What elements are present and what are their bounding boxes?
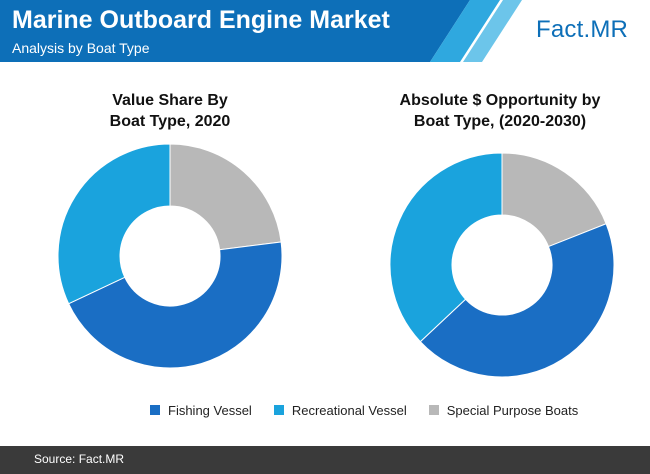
factmr-logo: Fact.MR <box>536 16 628 44</box>
chart-title-line: Boat Type, (2020-2030) <box>413 113 587 130</box>
chart-title-line: Value Share By <box>112 92 228 109</box>
legend-label: Fishing Vessel <box>168 402 252 418</box>
source-note: Source: Fact.MR <box>34 452 125 466</box>
banner-band <box>0 0 470 62</box>
header-banner: Marine Outboard Engine Market Analysis b… <box>0 0 650 62</box>
legend-label: Special Purpose Boats <box>446 402 579 418</box>
page-subtitle: Analysis by Boat Type <box>12 40 150 56</box>
legend-swatch <box>273 405 284 415</box>
chart-title-absolute-opportunity: Absolute $ Opportunity by Boat Type, (20… <box>360 90 640 132</box>
donut-chart-value-share <box>57 143 283 369</box>
legend-swatch <box>428 405 439 415</box>
donut-chart-absolute-opportunity <box>389 152 615 378</box>
donut-slice-fishing-vessel <box>419 223 615 378</box>
page-title: Marine Outboard Engine Market <box>12 6 390 34</box>
logo-suffix-text: .MR <box>583 16 629 43</box>
donut-slice-fishing-vessel <box>67 241 283 369</box>
banner-stripe-light <box>463 0 522 62</box>
legend-swatch <box>150 405 160 415</box>
donut-slice-special-purpose-boats <box>501 152 607 248</box>
chart-title-value-share: Value Share By Boat Type, 2020 <box>40 90 300 132</box>
legend-item-special-purpose-boats: Special Purpose Boats <box>428 402 579 418</box>
donut-slice-recreational-vessel <box>57 143 171 305</box>
logo-main-text: Fact <box>536 16 584 43</box>
legend-label: Recreational Vessel <box>291 402 407 418</box>
banner-stripe-mid <box>430 0 500 62</box>
banner-graphic <box>0 0 522 62</box>
chart-legend: Fishing Vessel Recreational Vessel Speci… <box>150 400 600 420</box>
footer-bar: Source: Fact.MR <box>0 446 650 474</box>
legend-item-recreational-vessel: Recreational Vessel <box>273 402 407 418</box>
donut-slice-special-purpose-boats <box>169 143 282 251</box>
chart-title-line: Boat Type, 2020 <box>109 113 231 130</box>
donut-slice-recreational-vessel <box>389 152 503 343</box>
chart-title-line: Absolute $ Opportunity by <box>399 92 601 109</box>
legend-item-fishing-vessel: Fishing Vessel <box>150 403 252 418</box>
